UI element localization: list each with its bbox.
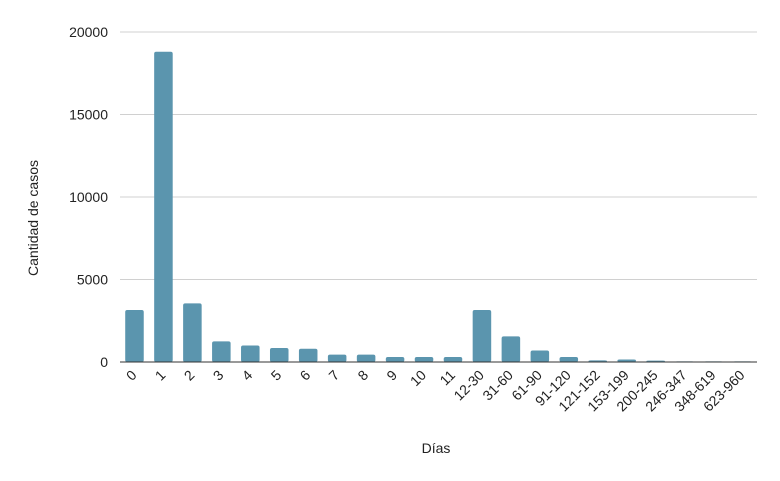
y-tick-label: 10000 xyxy=(69,189,108,205)
x-tick-label: 3 xyxy=(210,367,227,384)
bar xyxy=(356,354,376,362)
x-tick-label: 0 xyxy=(123,367,140,384)
y-tick-labels: 0 5000 10000 15000 20000 xyxy=(69,24,108,370)
bar xyxy=(472,310,492,362)
bar xyxy=(385,357,405,362)
bar xyxy=(154,51,173,363)
bar xyxy=(298,348,318,362)
x-tick-label: 2 xyxy=(181,367,198,384)
x-tick-label: 7 xyxy=(325,367,342,384)
y-tick-label: 0 xyxy=(100,354,108,370)
y-tick-label: 5000 xyxy=(77,272,108,288)
y-axis-title: Cantidad de casos xyxy=(25,160,41,276)
y-tick-label: 20000 xyxy=(69,24,108,40)
x-tick-label: 12-30 xyxy=(450,367,487,404)
x-tick-label: 11 xyxy=(436,367,458,389)
bar xyxy=(443,357,463,362)
bar xyxy=(269,347,289,362)
x-tick-label: 10 xyxy=(407,367,429,389)
bar xyxy=(414,357,434,362)
bar xyxy=(559,357,579,362)
bar xyxy=(327,354,347,362)
bar xyxy=(617,359,636,362)
bar xyxy=(241,345,260,362)
x-tick-labels: 0 1 2 3 4 5 6 7 8 9 10 1112-3031-6061-9091-120121-1… xyxy=(123,367,748,415)
x-tick-label: 5 xyxy=(268,367,285,384)
bar xyxy=(530,350,550,362)
bar xyxy=(125,310,144,362)
x-tick-label: 6 xyxy=(296,367,313,384)
bar xyxy=(501,336,521,362)
x-tick-label: 4 xyxy=(239,367,256,384)
x-tick-label: 1 xyxy=(152,367,169,384)
y-tick-label: 15000 xyxy=(69,107,108,123)
bar xyxy=(183,303,202,362)
x-tick-label: 9 xyxy=(383,367,400,384)
bar xyxy=(212,341,231,362)
gridlines xyxy=(120,31,757,280)
x-tick-label: 8 xyxy=(354,367,371,384)
x-tick-label: 31-60 xyxy=(479,367,516,404)
bars xyxy=(125,51,752,363)
x-axis-title: Días xyxy=(422,440,451,456)
